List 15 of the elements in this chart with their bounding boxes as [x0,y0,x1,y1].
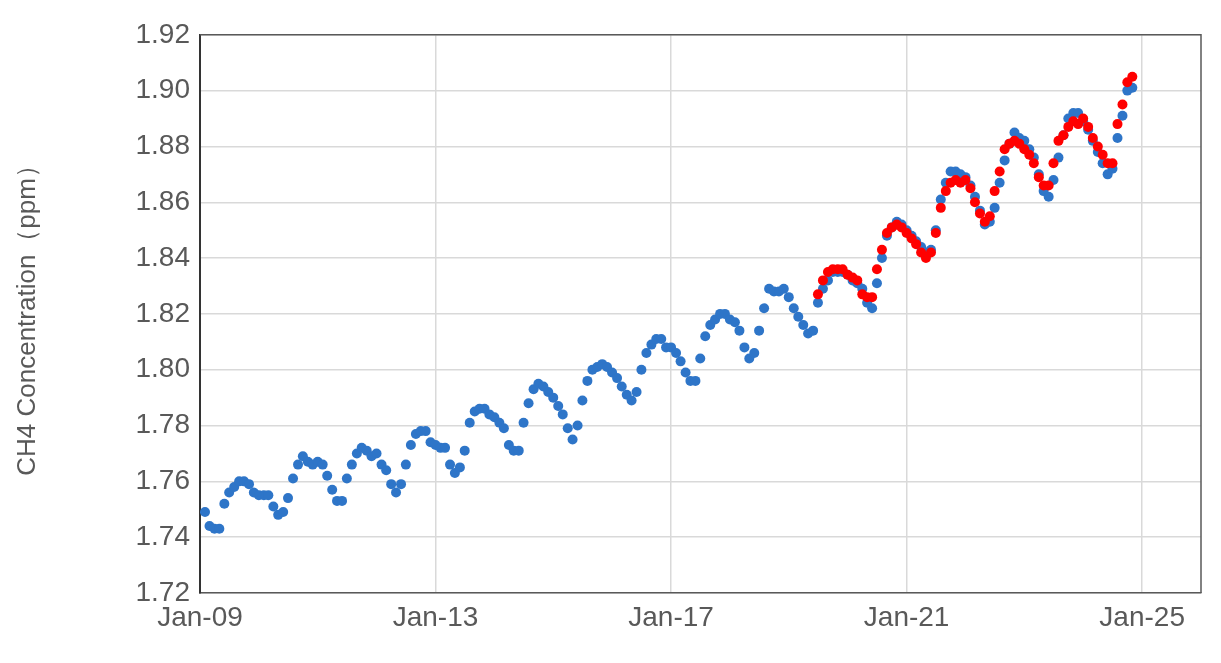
y-tick-label: 1.74 [135,519,190,551]
y-axis-title: CH4 Concentration（ppm） [10,152,41,476]
y-tick-label: 1.76 [135,464,190,496]
y-tick-label: 1.80 [135,352,190,384]
x-tick-label: Jan-17 [628,600,714,632]
y-tick-label: 1.84 [135,240,190,272]
x-tick-label: Jan-21 [863,600,950,632]
x-tick-label: Jan-13 [392,600,479,632]
y-tick-label: 1.78 [135,408,190,440]
y-tick-label: 1.86 [135,184,190,216]
y-tick-label: 1.90 [135,73,190,105]
y-tick-label: 1.82 [135,296,190,328]
x-tick-label: Jan-25 [1099,600,1185,632]
y-tick-label: 1.88 [135,129,190,161]
y-tick-label: 1.92 [135,17,190,49]
